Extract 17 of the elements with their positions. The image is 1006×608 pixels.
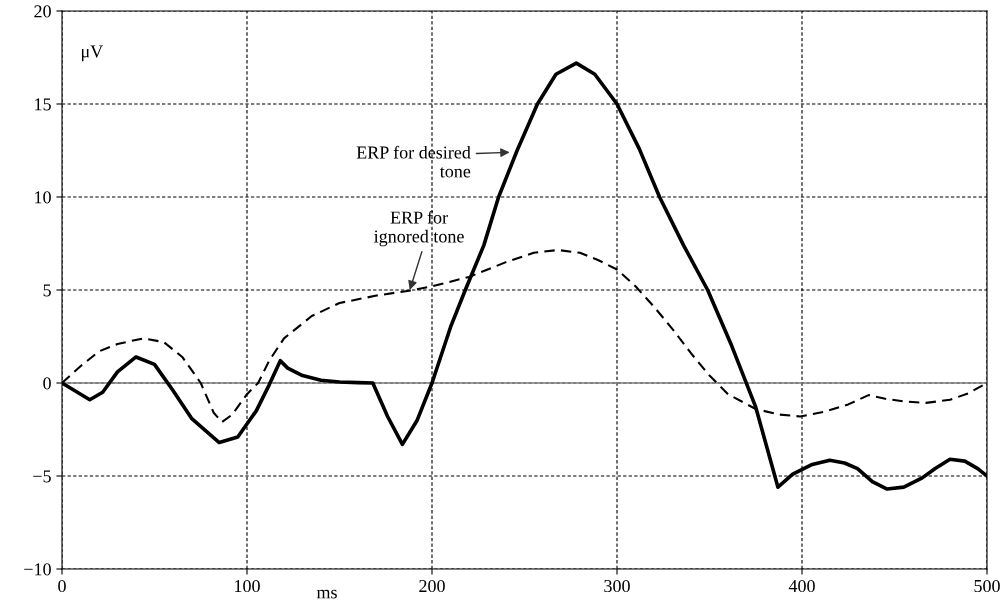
x-tick-label: 200 <box>419 579 445 593</box>
x-tick-label: 300 <box>604 579 630 593</box>
x-tick-label: 100 <box>235 579 260 593</box>
x-tick-label: 500 <box>974 579 1000 593</box>
y-axis-title: μV <box>81 45 104 62</box>
y-tick-label: 15 <box>35 98 51 111</box>
annotation: ERP for ignored tone <box>374 210 464 247</box>
y-tick-label: 20 <box>34 5 51 18</box>
y-tick-label: 0 <box>43 377 51 390</box>
x-tick-label: 0 <box>58 579 66 593</box>
y-tick-label: −10 <box>24 563 51 576</box>
x-axis-title: ms <box>316 589 337 599</box>
y-tick-label: −5 <box>33 470 51 483</box>
y-tick-label: 10 <box>35 191 51 204</box>
annotation: ERP for desired tone <box>356 145 471 178</box>
x-tick-label: 400 <box>788 579 815 593</box>
y-tick-label: 5 <box>43 284 51 297</box>
